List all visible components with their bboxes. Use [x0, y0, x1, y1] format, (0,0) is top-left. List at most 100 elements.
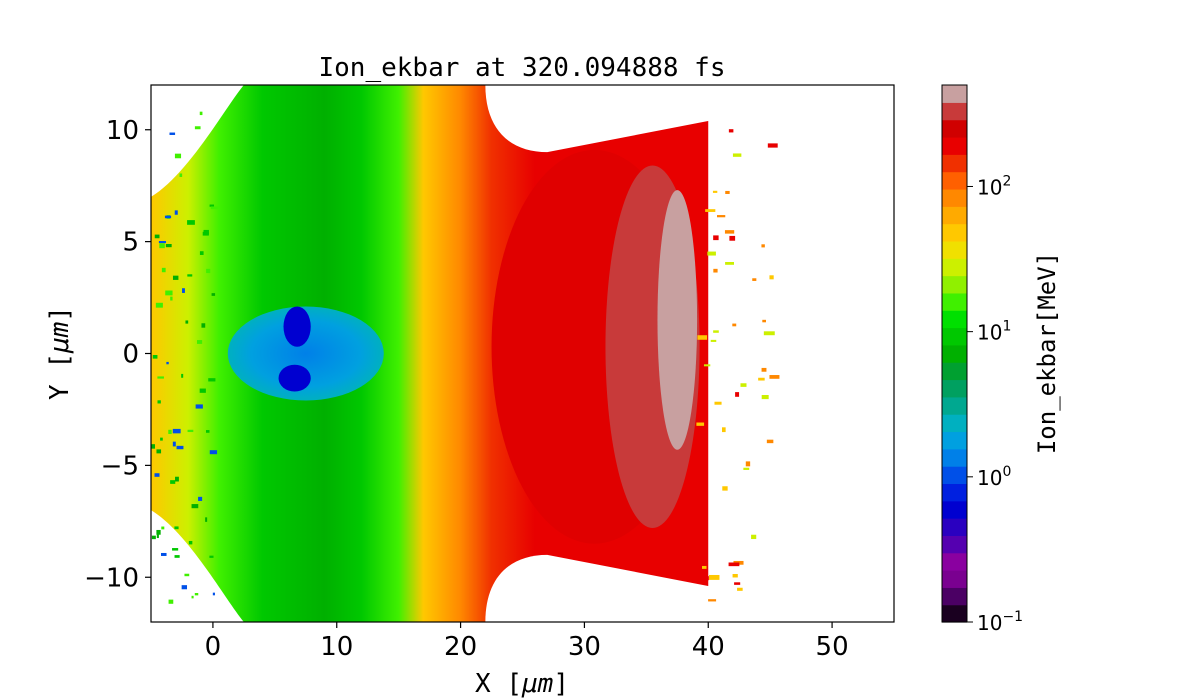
speckle [174, 210, 178, 215]
speckle [714, 401, 722, 405]
speckle [160, 437, 163, 441]
speckle [212, 592, 215, 596]
speckle [209, 450, 218, 455]
speckle [157, 400, 161, 404]
speckle [187, 429, 194, 433]
speckle [725, 261, 735, 265]
colorbar-level [942, 223, 967, 242]
speckle [702, 565, 707, 569]
speckle [713, 330, 719, 333]
speckle [198, 496, 203, 501]
speckle [734, 582, 741, 585]
speckle [752, 278, 757, 281]
speckle [164, 215, 172, 219]
x-tick-label: 10 [320, 632, 353, 662]
y-tick-label: 5 [122, 228, 139, 258]
speckle [170, 296, 173, 301]
speckle [161, 267, 166, 273]
speckle [202, 231, 209, 236]
colorbar-level [942, 466, 967, 485]
speckle [158, 241, 166, 244]
speckle [156, 449, 162, 454]
colorbar-level [942, 535, 967, 554]
colorbar-label: Ion_ekbar[MeV] [1033, 252, 1061, 454]
colorbar-level [942, 483, 967, 502]
colorbar-level [942, 414, 967, 433]
colorbar-level [942, 431, 967, 450]
speckle [724, 230, 735, 234]
speckle [751, 534, 757, 540]
x-tick-label: 0 [205, 632, 222, 662]
speckle [199, 251, 204, 255]
speckle [176, 445, 184, 450]
speckle [707, 251, 716, 256]
speckle [174, 153, 182, 159]
speckle [172, 548, 179, 551]
x-tick-label: 40 [692, 632, 725, 662]
heatmap-region-3 [227, 306, 384, 401]
speckle [172, 275, 179, 280]
colorbar-level [942, 136, 967, 155]
speckle [165, 290, 173, 296]
colorbar-level [942, 85, 967, 103]
speckle [713, 268, 718, 273]
speckle [737, 587, 743, 591]
colorbar-level [942, 154, 967, 173]
colorbar-level [942, 119, 967, 138]
colorbar-level [942, 500, 967, 519]
colorbar-level [942, 327, 967, 346]
colorbar-level [942, 362, 967, 381]
speckle [154, 473, 160, 477]
colorbar-tick-label: 101 [977, 319, 1011, 345]
y-axis: 10 5 0 −5 −10 [84, 116, 151, 593]
speckle [208, 378, 216, 382]
speckle [172, 441, 176, 447]
field-mask-top-left [151, 85, 244, 197]
speckle [721, 427, 726, 433]
speckle [206, 430, 210, 433]
speckle [705, 209, 716, 212]
speckle [187, 274, 193, 277]
speckle [172, 428, 181, 434]
speckle [156, 533, 159, 539]
speckle [767, 143, 778, 148]
speckle [194, 593, 199, 596]
x-tick-label: 20 [444, 632, 477, 662]
speckle [728, 129, 734, 133]
speckle [166, 361, 169, 365]
colorbar-level [942, 171, 967, 190]
speckle [745, 461, 751, 467]
speckle [710, 339, 717, 342]
speckle [191, 504, 199, 509]
speckle [740, 383, 747, 387]
speckle [151, 444, 156, 449]
heatmap-region-2 [657, 190, 698, 450]
speckle [187, 220, 195, 225]
speckle [209, 555, 214, 558]
speckle [151, 535, 156, 540]
colorbar-level [942, 188, 967, 207]
x-axis: 0 10 20 30 40 50 [205, 622, 849, 662]
speckle [181, 585, 188, 590]
speckle [722, 486, 728, 491]
speckle [761, 244, 765, 248]
colorbar-level [942, 587, 967, 606]
heatmap-region-5 [278, 364, 311, 392]
speckle [161, 526, 165, 530]
colorbar-frame [941, 84, 968, 623]
speckle [175, 476, 179, 482]
y-tick-label: −5 [101, 451, 139, 481]
speckle [184, 573, 190, 577]
speckle [211, 293, 216, 296]
x-tick-label: 50 [816, 632, 849, 662]
speckle [182, 288, 185, 293]
speckle [179, 173, 183, 177]
colorbar-tick-label: 102 [977, 173, 1011, 199]
speckle [159, 243, 165, 249]
speckle [703, 364, 711, 367]
speckle [157, 376, 164, 379]
speckle [735, 392, 740, 397]
speckle [713, 235, 719, 241]
speckle [195, 404, 203, 409]
